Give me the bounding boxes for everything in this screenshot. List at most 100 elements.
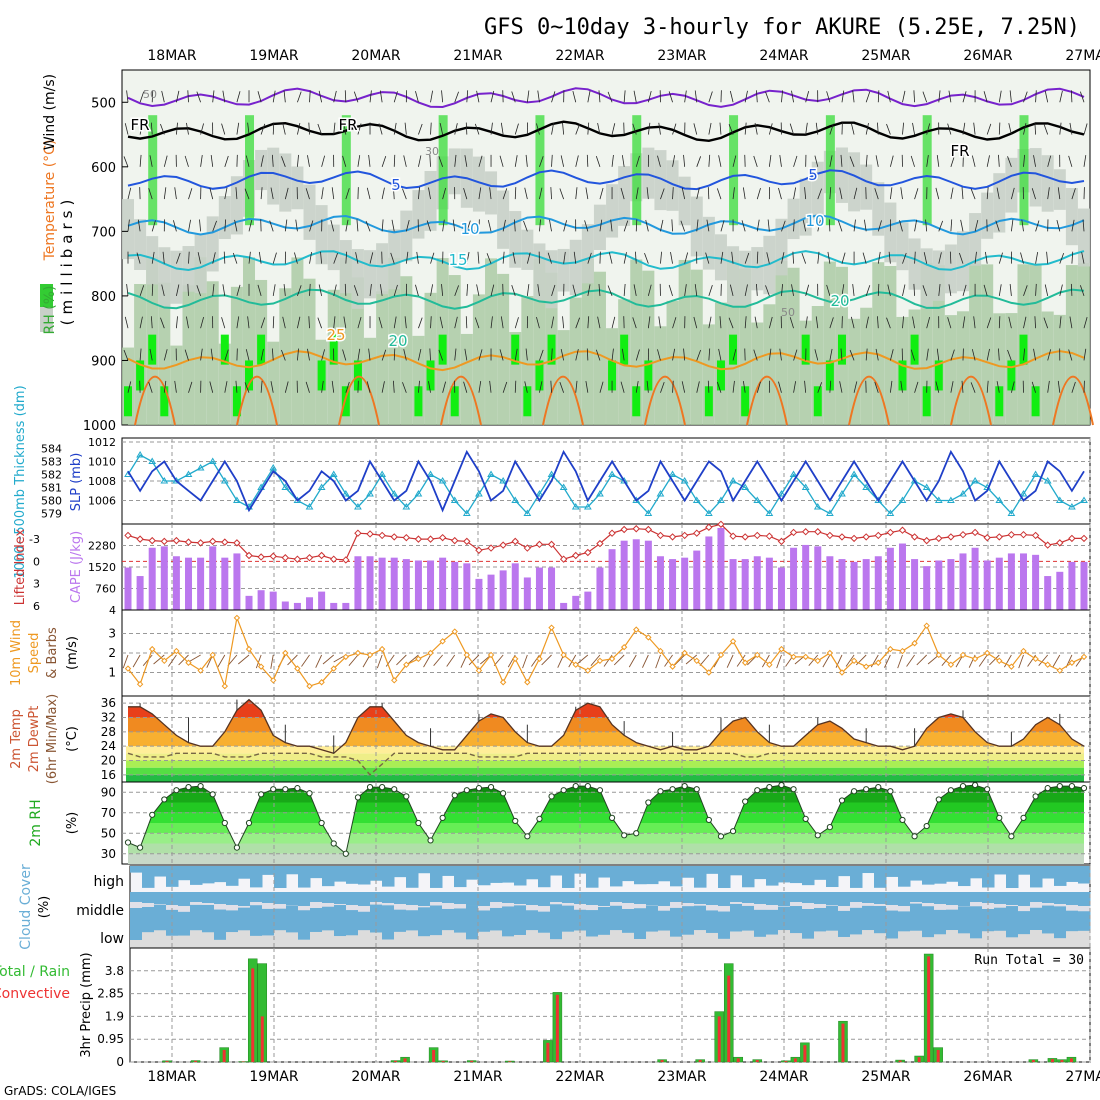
wind-barb	[778, 187, 782, 200]
wind-speed-point	[499, 679, 507, 686]
wind-barb	[808, 654, 819, 667]
wind-barb	[297, 123, 301, 135]
wind-barb	[514, 187, 517, 200]
cloud-middle-gap	[214, 904, 227, 910]
li-point	[729, 532, 737, 540]
wind-barb	[1081, 252, 1085, 264]
precip-conv-bar	[793, 1058, 797, 1062]
wind-barb	[839, 381, 843, 393]
wind-barb	[1043, 317, 1049, 329]
isotherm-hot-loop	[644, 375, 686, 426]
rh-shade-low	[775, 260, 788, 425]
rh2m-point	[621, 832, 628, 839]
cloud-high-bar	[286, 866, 299, 875]
wind-barb	[260, 187, 263, 200]
cloud-low-clear	[862, 930, 875, 948]
wind-barb	[317, 123, 322, 135]
wind-barb	[126, 284, 129, 296]
wind-barb	[477, 251, 480, 264]
top-date-axis: 18MAR 19MAR 20MAR 21MAR 22MAR 23MAR 24MAR 25MAR…	[147, 48, 1100, 64]
wind-barb	[430, 284, 433, 296]
wind-barb	[514, 317, 519, 329]
wind-barb	[611, 154, 614, 167]
wind-barb	[961, 380, 964, 393]
rh-shade-column	[1019, 115, 1029, 226]
wind-barb	[512, 252, 516, 264]
cloud-high-bar	[610, 866, 623, 887]
wind-barb	[525, 348, 528, 361]
li-point	[547, 540, 556, 549]
cloud-high-bar	[430, 866, 443, 888]
wind-barb	[971, 155, 976, 167]
rh-band	[128, 812, 1084, 823]
li-point	[414, 535, 423, 543]
cloud-low-clear	[826, 930, 839, 948]
wind-barb	[877, 283, 880, 296]
li-point	[1080, 534, 1088, 543]
rh-shade-low	[823, 261, 836, 425]
cape-bar	[354, 556, 362, 610]
cloud-high-bar	[298, 866, 311, 888]
wind-barb	[415, 284, 419, 297]
wind-barb	[1071, 381, 1076, 393]
cape-bar	[826, 556, 834, 610]
rh-shade-mid	[388, 229, 401, 290]
li-point	[753, 531, 761, 540]
cloud-high-bar	[706, 866, 719, 874]
wind-barb	[753, 155, 758, 167]
cape-bar	[886, 547, 894, 610]
wind-barb	[381, 349, 387, 361]
wind-barb	[1007, 349, 1012, 361]
wind-barb	[913, 90, 915, 103]
wind-barb	[139, 348, 142, 361]
wind-barb	[1044, 90, 1049, 103]
rh-shade-mid	[448, 148, 461, 195]
isotherm-hot-loop	[440, 375, 482, 426]
rh-shade-low	[981, 264, 994, 425]
cloud-middle-gap	[610, 902, 623, 906]
wind-speed-point	[136, 680, 144, 688]
wind-barb	[499, 155, 504, 167]
wind-barb	[841, 90, 845, 103]
wind-barb	[962, 284, 967, 297]
cape-bar	[584, 591, 592, 610]
cloud-high-bar	[214, 866, 227, 883]
li-point	[463, 537, 471, 546]
rh-shade-mid	[339, 240, 352, 294]
wind-barb	[536, 316, 540, 329]
rh-shade-high	[232, 386, 241, 417]
cloud-middle-gap	[910, 902, 923, 904]
wind-barb	[1047, 380, 1050, 393]
wind-barb	[429, 348, 431, 361]
rh-shade-high	[523, 386, 532, 417]
bottom-date-label: 24MAR	[759, 1069, 808, 1085]
precip-conv-bar	[660, 1060, 664, 1062]
wind-barb	[404, 122, 407, 135]
wind-speed-point	[548, 624, 555, 631]
wind-barb	[778, 381, 782, 393]
wind-speed-point	[802, 653, 809, 661]
wind-barb	[1047, 349, 1052, 361]
cape-bar	[330, 602, 338, 610]
wind-barb	[585, 381, 589, 393]
wind-barb	[926, 316, 931, 329]
isotherm-label: 15	[448, 251, 467, 269]
wind-speed-point	[875, 659, 882, 666]
rh-shade-mid	[618, 166, 631, 226]
wind-barb	[768, 348, 772, 361]
wind-barb	[378, 123, 383, 135]
thickness-point	[329, 470, 338, 477]
rh2m-tick: 30	[101, 847, 116, 861]
wind-barb	[493, 654, 504, 667]
thickness-point	[184, 470, 193, 477]
wind-barb	[1059, 284, 1063, 296]
rh-shade-high	[704, 386, 713, 417]
wind-barb	[148, 188, 153, 200]
wind-barb	[587, 284, 591, 296]
wind-barb	[309, 283, 311, 296]
wind-barb	[331, 187, 335, 200]
wind-barb	[684, 252, 689, 264]
cape-bar	[414, 560, 422, 610]
cape-bar	[185, 557, 193, 610]
cloud-high-bar	[730, 866, 743, 876]
